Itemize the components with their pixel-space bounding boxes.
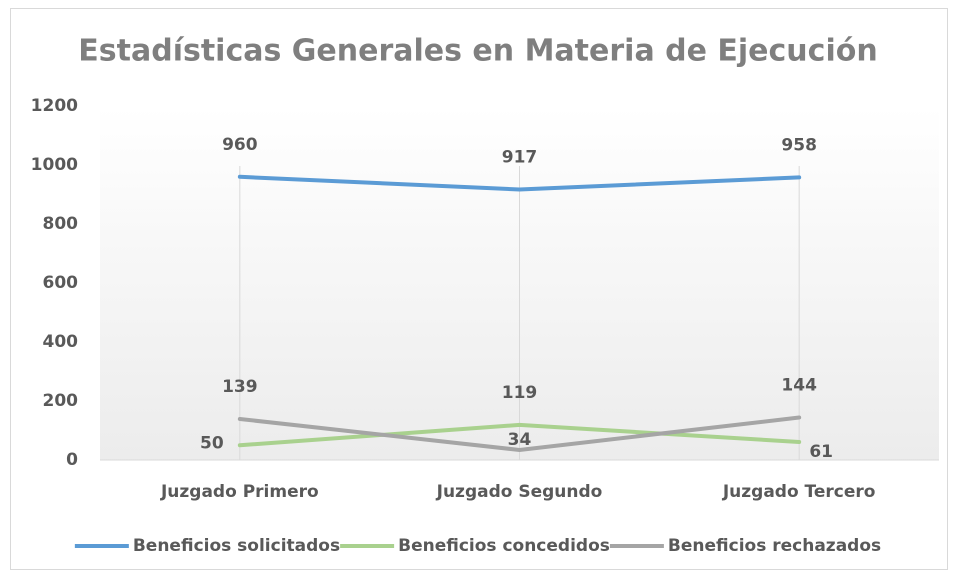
data-label: 50 (200, 433, 224, 453)
data-label: 61 (809, 442, 833, 462)
data-label: 139 (222, 377, 258, 397)
x-tick-label: Juzgado Tercero (722, 482, 876, 502)
y-tick-label: 800 (43, 214, 79, 234)
x-tick-label: Juzgado Segundo (436, 482, 603, 502)
chart-title: Estadísticas Generales en Materia de Eje… (78, 34, 877, 69)
y-tick-label: 0 (66, 450, 78, 470)
data-label: 119 (502, 383, 538, 403)
legend-label: Beneficios rechazados (668, 536, 881, 556)
line-series (237, 422, 802, 448)
line-series (237, 415, 802, 452)
data-label: 958 (781, 135, 817, 155)
y-tick-label: 600 (43, 273, 79, 293)
y-tick-label: 1000 (31, 155, 78, 175)
data-label: 917 (502, 147, 538, 167)
y-tick-label: 200 (43, 391, 79, 411)
x-tick-label: Juzgado Primero (160, 482, 319, 502)
data-label: 34 (508, 430, 532, 450)
data-label: 144 (781, 376, 817, 396)
legend-label: Beneficios concedidos (398, 536, 610, 556)
legend-label: Beneficios solicitados (133, 536, 340, 556)
y-tick-label: 400 (43, 332, 79, 352)
data-label: 960 (222, 135, 258, 155)
line-series (237, 174, 802, 192)
y-tick-label: 1200 (31, 96, 78, 116)
